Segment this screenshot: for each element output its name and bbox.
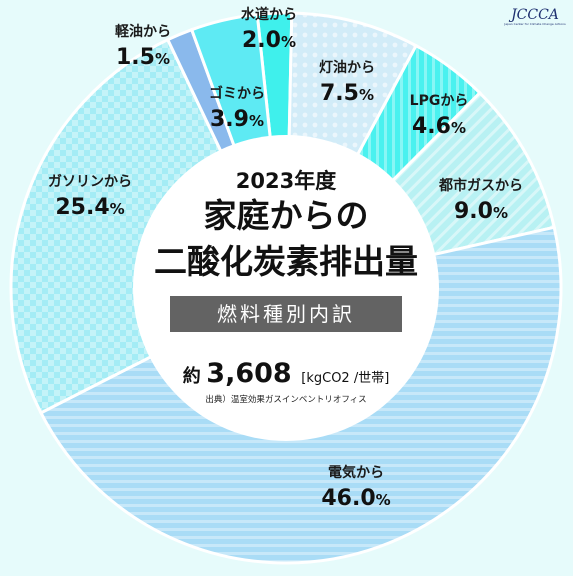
slice-2-value-label: 7.5%	[320, 81, 374, 106]
slice-2-name-label: 灯油から	[319, 59, 375, 76]
total-line: 約 3,608 [kgCO2 /世帯]	[183, 358, 390, 389]
slice-6-name-label: ガソリンから	[48, 174, 132, 190]
slice-5-value-label: 46.0%	[321, 486, 390, 511]
slice-8-name-label: ゴミから	[209, 85, 265, 102]
slice-3-value-label: 4.6%	[412, 114, 466, 139]
slice-3-name-label: LPGから	[410, 93, 469, 109]
title-line-2: 二酸化炭素排出量	[154, 242, 418, 281]
band-label: 燃料種別内訳	[217, 302, 355, 326]
slice-8-value-label: 3.9%	[210, 107, 264, 132]
logo-subtitle: Japan Center for Climate Change Actions	[503, 22, 566, 26]
slice-4-name-label: 都市ガスから	[438, 177, 523, 194]
year-label: 2023年度	[236, 169, 336, 193]
donut-hole	[133, 135, 439, 441]
band-background	[170, 296, 402, 332]
logo: JCCCA Japan Center for Climate Change Ac…	[503, 7, 566, 26]
total-unit: [kgCO2 /世帯]	[301, 371, 389, 386]
title-line-1: 家庭からの	[204, 196, 369, 235]
logo-text: JCCCA	[508, 7, 559, 23]
total-prefix: 約	[183, 365, 201, 387]
source-note: 出典）温室効果ガスインベントリオフィス	[205, 394, 366, 405]
slice-7-name-label: 軽油から	[115, 23, 171, 40]
slice-6-value-label: 25.4%	[55, 195, 124, 220]
slice-7-value-label: 1.5%	[116, 45, 170, 70]
slice-1-name-label: 水道から	[241, 6, 297, 23]
total-value: 3,608	[206, 358, 291, 389]
center-text: 2023年度 家庭からの 二酸化炭素排出量 燃料種別内訳 約 3,608 [kg…	[154, 169, 418, 405]
slice-4-value-label: 9.0%	[454, 199, 508, 224]
slice-1-value-label: 2.0%	[242, 28, 296, 53]
slice-5-name-label: 電気から	[328, 464, 384, 481]
slice-labels: 水道から 2.0% 灯油から 7.5% LPGから 4.6% 都市ガスから 9.0% 電気から 4…	[48, 6, 523, 511]
